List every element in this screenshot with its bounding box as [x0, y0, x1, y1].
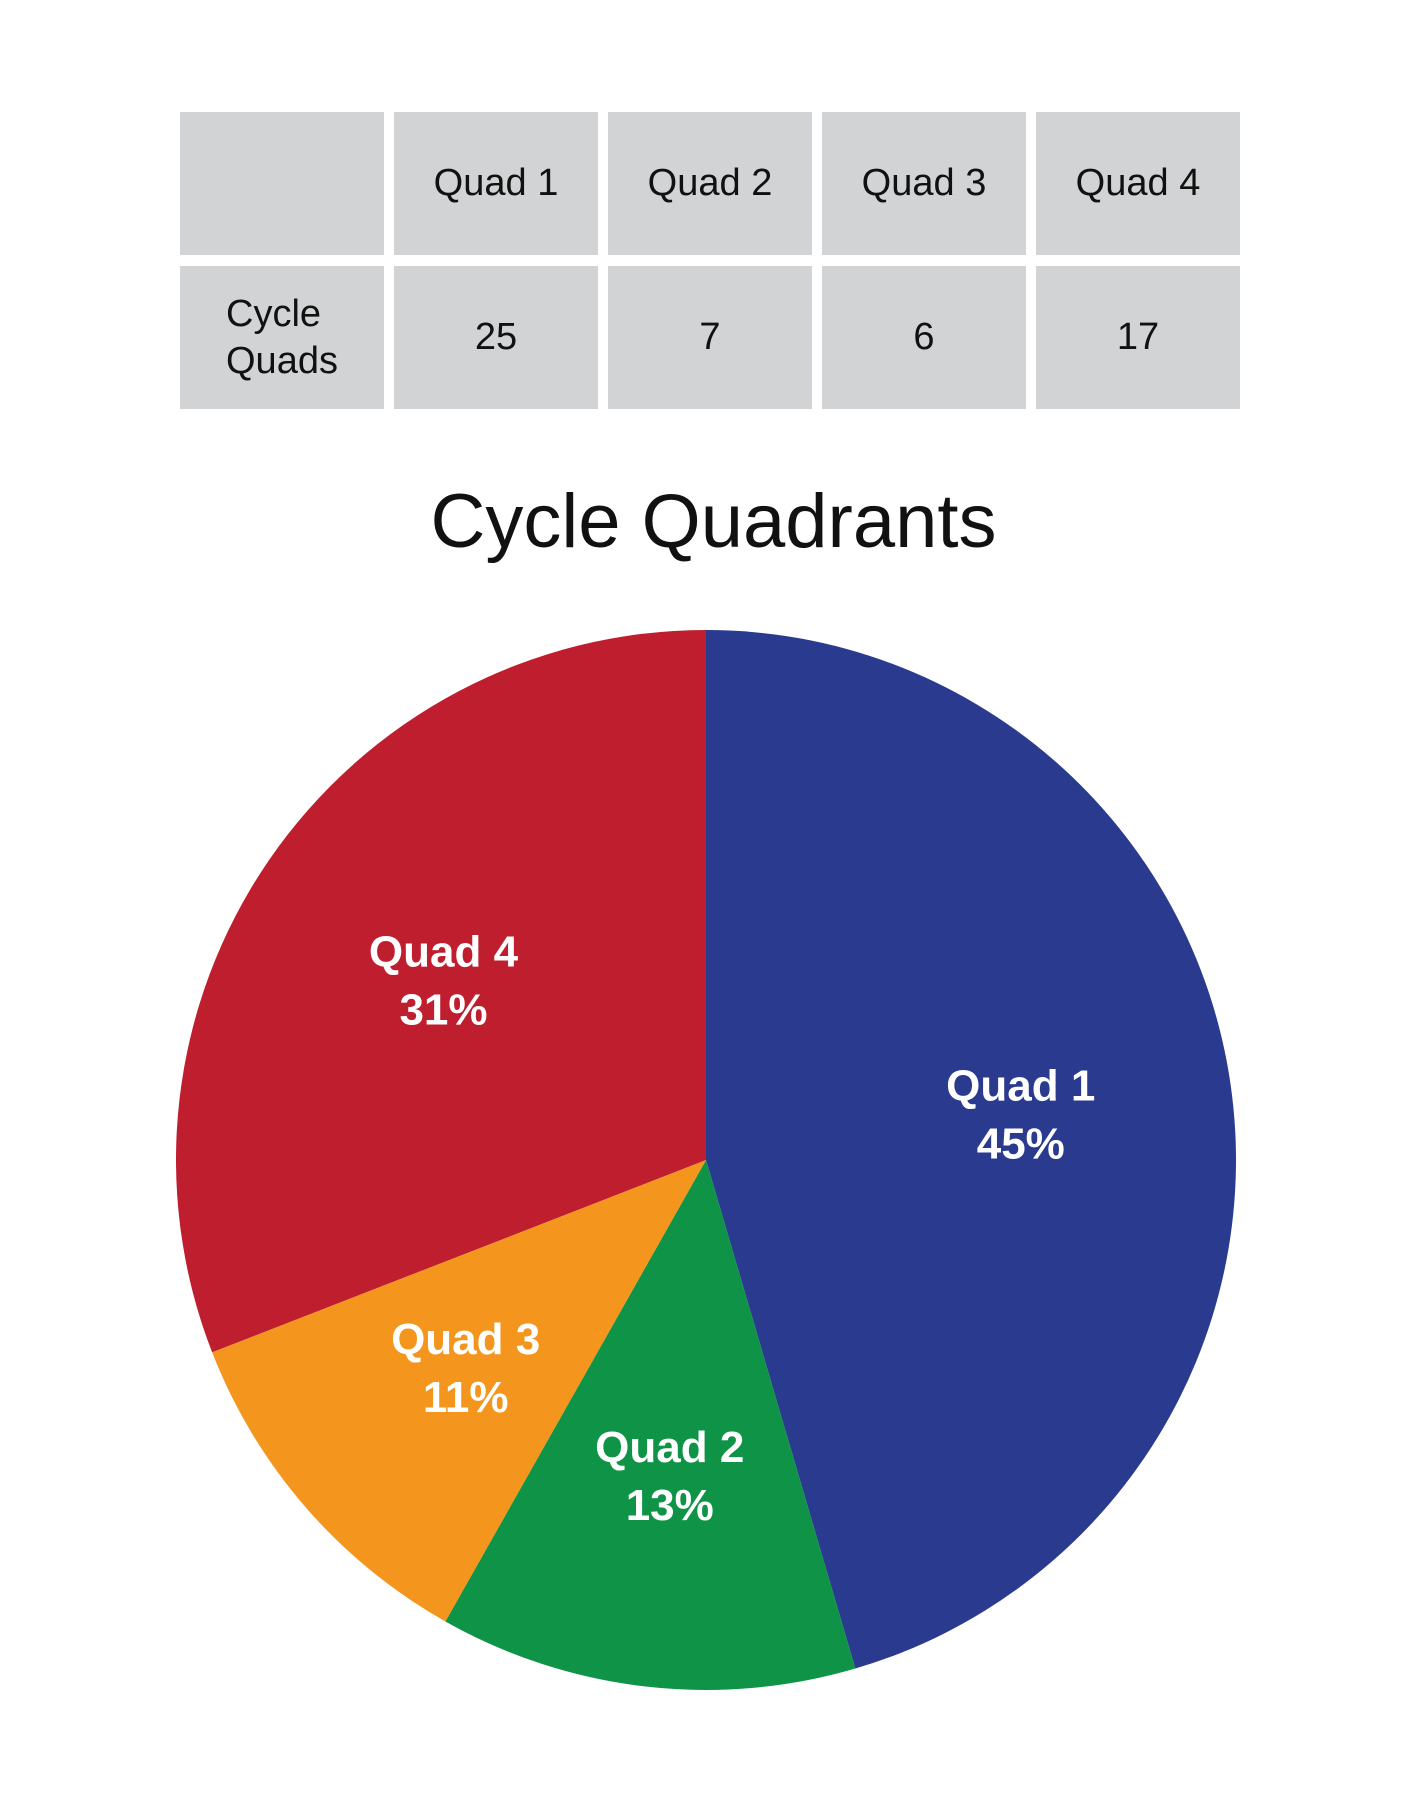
- table-header-quad-2: Quad 2: [608, 112, 812, 255]
- table-row-label: Cycle Quads: [180, 266, 384, 409]
- table-header-quad-3: Quad 3: [822, 112, 1026, 255]
- table-cell-quad-1: 25: [394, 266, 598, 409]
- pie-slice-quad-2: [445, 1160, 856, 1690]
- table-cell-quad-3: 6: [822, 266, 1026, 409]
- table-cell-quad-4: 17: [1036, 266, 1240, 409]
- data-table: Quad 1 Quad 2 Quad 3 Quad 4 Cycle Quads …: [180, 112, 1243, 409]
- table-header-quad-1: Quad 1: [394, 112, 598, 255]
- pie-slice-quad-4: [175, 630, 707, 1353]
- table-header-quad-4: Quad 4: [1036, 112, 1240, 255]
- pie-slice-quad-3: [212, 1160, 706, 1622]
- table-cell-quad-2: 7: [608, 266, 812, 409]
- table-corner-cell: [180, 112, 384, 255]
- pie-slice-quad-1: [706, 630, 1236, 1669]
- chart-title: Cycle Quadrants: [430, 479, 997, 564]
